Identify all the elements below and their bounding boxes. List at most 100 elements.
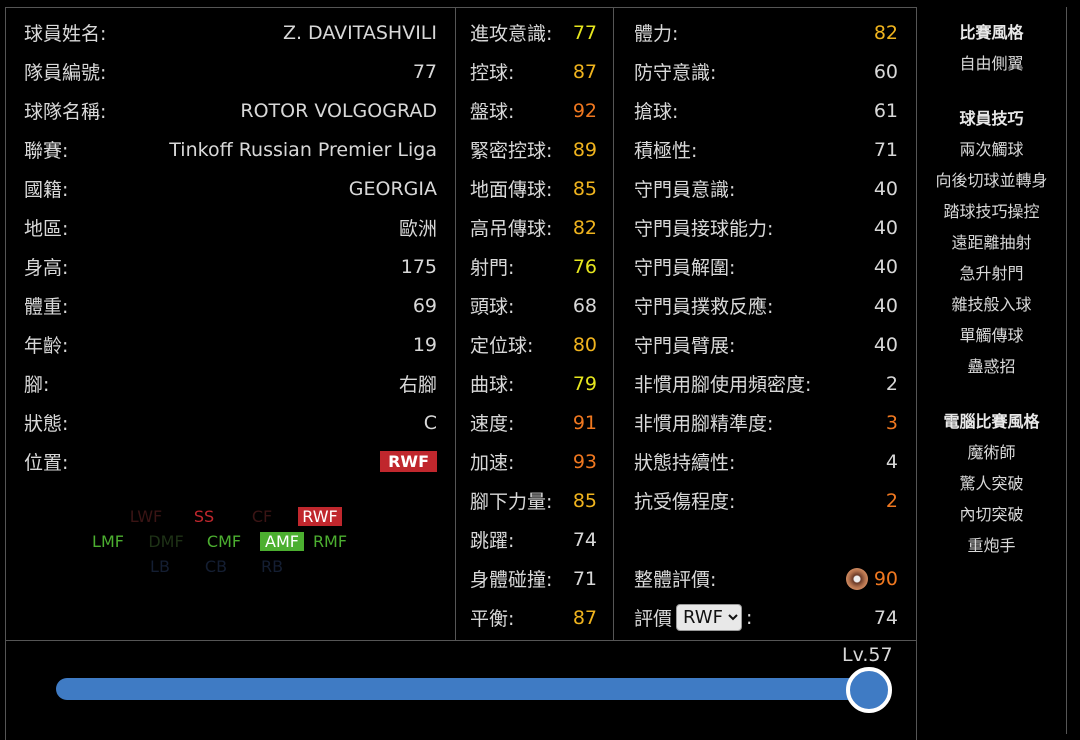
profile-label: 體重: xyxy=(24,296,69,318)
attack-row: 加速: 93 xyxy=(456,442,613,481)
profile-row: 國籍: GEORGIA xyxy=(6,169,455,208)
profile-value: 77 xyxy=(412,60,437,83)
other-row: 抗受傷程度: 2 xyxy=(614,481,916,520)
position-lwf: LWF xyxy=(129,507,163,526)
ai-heading: 電腦比賽風格 xyxy=(943,412,1040,431)
attack-label: 頭球: xyxy=(470,296,515,318)
other-label: 抗受傷程度: xyxy=(634,491,736,513)
other-value: 2 xyxy=(885,489,898,512)
attack-row: 進攻意識: 77 xyxy=(456,13,613,52)
attack-row: 地面傳球: 85 xyxy=(456,169,613,208)
style-heading: 比賽風格 xyxy=(959,23,1024,42)
attack-label: 射門: xyxy=(470,257,515,279)
other-row: 守門員接球能力: 40 xyxy=(614,208,916,247)
other-row: 非慣用腳使用頻密度: 2 xyxy=(614,364,916,403)
other-label: 體力: xyxy=(634,23,679,45)
attack-stats-panel: 進攻意識: 77 控球: 87 盤球: 92 緊密控球: 89 地面傳球: 85 高吊傳球: 82 射門… xyxy=(455,7,614,641)
profile-label: 腳: xyxy=(24,374,50,396)
other-value: 40 xyxy=(873,216,898,239)
position-rating-row: 評價 RWF : 74 xyxy=(614,598,916,637)
attack-row: 射門: 76 xyxy=(456,247,613,286)
profile-value: GEORGIA xyxy=(348,177,437,200)
skills-item: 遠距離抽射 xyxy=(951,233,1032,252)
skills-item: 急升射門 xyxy=(959,264,1024,283)
profile-value: 歐洲 xyxy=(398,218,437,240)
attack-value: 82 xyxy=(572,216,597,239)
other-stats-panel: 整體評價: 90 評價 RWF : 74 體力: 82 防守意識: 60 搶球: 61 積極… xyxy=(613,7,917,641)
other-row: 體力: 82 xyxy=(614,13,916,52)
profile-value: Z. DAVITASHVILI xyxy=(282,21,437,44)
bronze-medal-icon xyxy=(845,567,868,590)
position-select[interactable]: RWF xyxy=(676,604,743,631)
profile-label: 國籍: xyxy=(24,179,69,201)
position-cb: CB xyxy=(204,557,228,576)
attack-label: 加速: xyxy=(470,452,515,474)
other-label: 守門員意識: xyxy=(634,179,736,201)
other-label: 守門員臂展: xyxy=(634,335,736,357)
profile-value: Tinkoff Russian Premier Liga xyxy=(169,138,437,161)
attack-label: 盤球: xyxy=(470,101,515,123)
attack-row: 控球: 87 xyxy=(456,52,613,91)
profile-label: 隊員編號: xyxy=(24,62,107,84)
profile-label: 位置: xyxy=(24,452,69,474)
attack-row: 高吊傳球: 82 xyxy=(456,208,613,247)
other-label: 守門員接球能力: xyxy=(634,218,774,240)
attack-value: 74 xyxy=(572,528,597,551)
skills-item: 向後切球並轉身 xyxy=(935,171,1048,190)
profile-row: 身高: 175 xyxy=(6,247,455,286)
profile-row: 地區: 歐洲 xyxy=(6,208,455,247)
level-slider-track[interactable] xyxy=(56,678,871,700)
skills-sidebar: 比賽風格 自由側翼 球員技巧 兩次觸球 向後切球並轉身 踏球技巧操控 遠距離抽射 急升射門 雜技… xyxy=(916,7,1067,734)
attack-label: 定位球: xyxy=(470,335,534,357)
other-label: 防守意識: xyxy=(634,62,717,84)
other-value: 40 xyxy=(873,294,898,317)
ai-item: 內切突破 xyxy=(959,505,1024,524)
attack-value: 89 xyxy=(572,138,597,161)
profile-label: 球隊名稱: xyxy=(24,101,107,123)
other-row: 非慣用腳精準度: 3 xyxy=(614,403,916,442)
profile-row: 狀態: C xyxy=(6,403,455,442)
position-dmf: DMF xyxy=(148,532,184,551)
level-panel: Lv.57 xyxy=(5,640,917,740)
profile-row: 體重: 69 xyxy=(6,286,455,325)
rating-label: 評價 xyxy=(634,608,673,630)
rating-colon: : xyxy=(746,606,753,629)
attack-row: 速度: 91 xyxy=(456,403,613,442)
profile-value: C xyxy=(423,411,437,434)
attack-value: 71 xyxy=(572,567,597,590)
skills-item: 單觸傳球 xyxy=(959,326,1024,345)
position-rwf: RWF xyxy=(298,507,342,526)
level-slider-thumb[interactable] xyxy=(846,667,892,713)
attack-value: 87 xyxy=(572,606,597,629)
attack-label: 緊密控球: xyxy=(470,140,553,162)
skills-item: 兩次觸球 xyxy=(959,140,1024,159)
profile-label: 球員姓名: xyxy=(24,23,107,45)
attack-label: 跳躍: xyxy=(470,530,515,552)
other-value: 4 xyxy=(885,450,898,473)
other-row: 搶球: 61 xyxy=(614,91,916,130)
profile-value: 19 xyxy=(412,333,437,356)
attack-row: 平衡: 87 xyxy=(456,598,613,637)
attack-value: 80 xyxy=(572,333,597,356)
attack-value: 76 xyxy=(572,255,597,278)
position-cmf: CMF xyxy=(206,532,242,551)
attack-label: 速度: xyxy=(470,413,515,435)
attack-label: 曲球: xyxy=(470,374,515,396)
attack-row: 緊密控球: 89 xyxy=(456,130,613,169)
attack-row: 腳下力量: 85 xyxy=(456,481,613,520)
overall-rating-row: 整體評價: 90 xyxy=(614,559,916,598)
other-row: 守門員撲救反應: 40 xyxy=(614,286,916,325)
attack-label: 進攻意識: xyxy=(470,23,553,45)
other-label: 搶球: xyxy=(634,101,679,123)
other-value: 40 xyxy=(873,333,898,356)
attack-row: 定位球: 80 xyxy=(456,325,613,364)
attack-row: 身體碰撞: 71 xyxy=(456,559,613,598)
other-row: 守門員解圍: 40 xyxy=(614,247,916,286)
other-label: 非慣用腳使用頻密度: xyxy=(634,374,812,396)
other-row: 防守意識: 60 xyxy=(614,52,916,91)
skills-heading: 球員技巧 xyxy=(959,109,1024,128)
position-cf: CF xyxy=(251,507,273,526)
profile-row: 腳: 右腳 xyxy=(6,364,455,403)
other-value: 60 xyxy=(873,60,898,83)
other-value: 3 xyxy=(885,411,898,434)
